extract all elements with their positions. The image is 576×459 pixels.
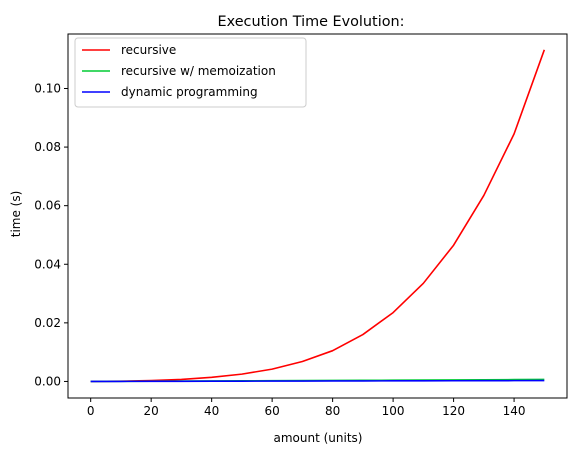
x-tick-label: 60 bbox=[264, 404, 279, 418]
x-tick-label: 20 bbox=[144, 404, 159, 418]
x-tick-label: 80 bbox=[325, 404, 340, 418]
y-tick-label: 0.02 bbox=[34, 316, 61, 330]
y-tick-label: 0.08 bbox=[34, 140, 61, 154]
x-axis-label: amount (units) bbox=[274, 431, 363, 445]
legend: recursive recursive w/ memoization dynamic… bbox=[74, 37, 307, 108]
x-tick-label: 120 bbox=[442, 404, 465, 418]
y-tick-label: 0.10 bbox=[34, 81, 61, 95]
x-tick-label: 0 bbox=[87, 404, 95, 418]
series-line-dynamic-programming bbox=[90, 379, 545, 383]
legend-label: dynamic programming bbox=[121, 85, 258, 99]
series-line-recursive bbox=[90, 49, 546, 383]
x-tick-label: 140 bbox=[503, 404, 526, 418]
plot-area-frame bbox=[67, 33, 568, 399]
legend-label: recursive w/ memoization bbox=[121, 64, 276, 78]
y-axis-label: time (s) bbox=[9, 191, 23, 238]
y-tick-label: 0.06 bbox=[34, 199, 61, 213]
axis-ticks: 0 20 40 60 80 100 120 140 0.00 0.02 0.04 0.06 0.08 0.… bbox=[34, 81, 525, 418]
legend-label: recursive bbox=[121, 43, 176, 57]
x-tick-label: 40 bbox=[204, 404, 219, 418]
series-lines bbox=[90, 49, 546, 383]
y-tick-label: 0.04 bbox=[34, 257, 61, 271]
x-tick-label: 100 bbox=[382, 404, 405, 418]
chart-title: Execution Time Evolution: bbox=[218, 14, 405, 30]
legend-box bbox=[74, 37, 307, 108]
y-tick-label: 0.00 bbox=[34, 374, 61, 388]
